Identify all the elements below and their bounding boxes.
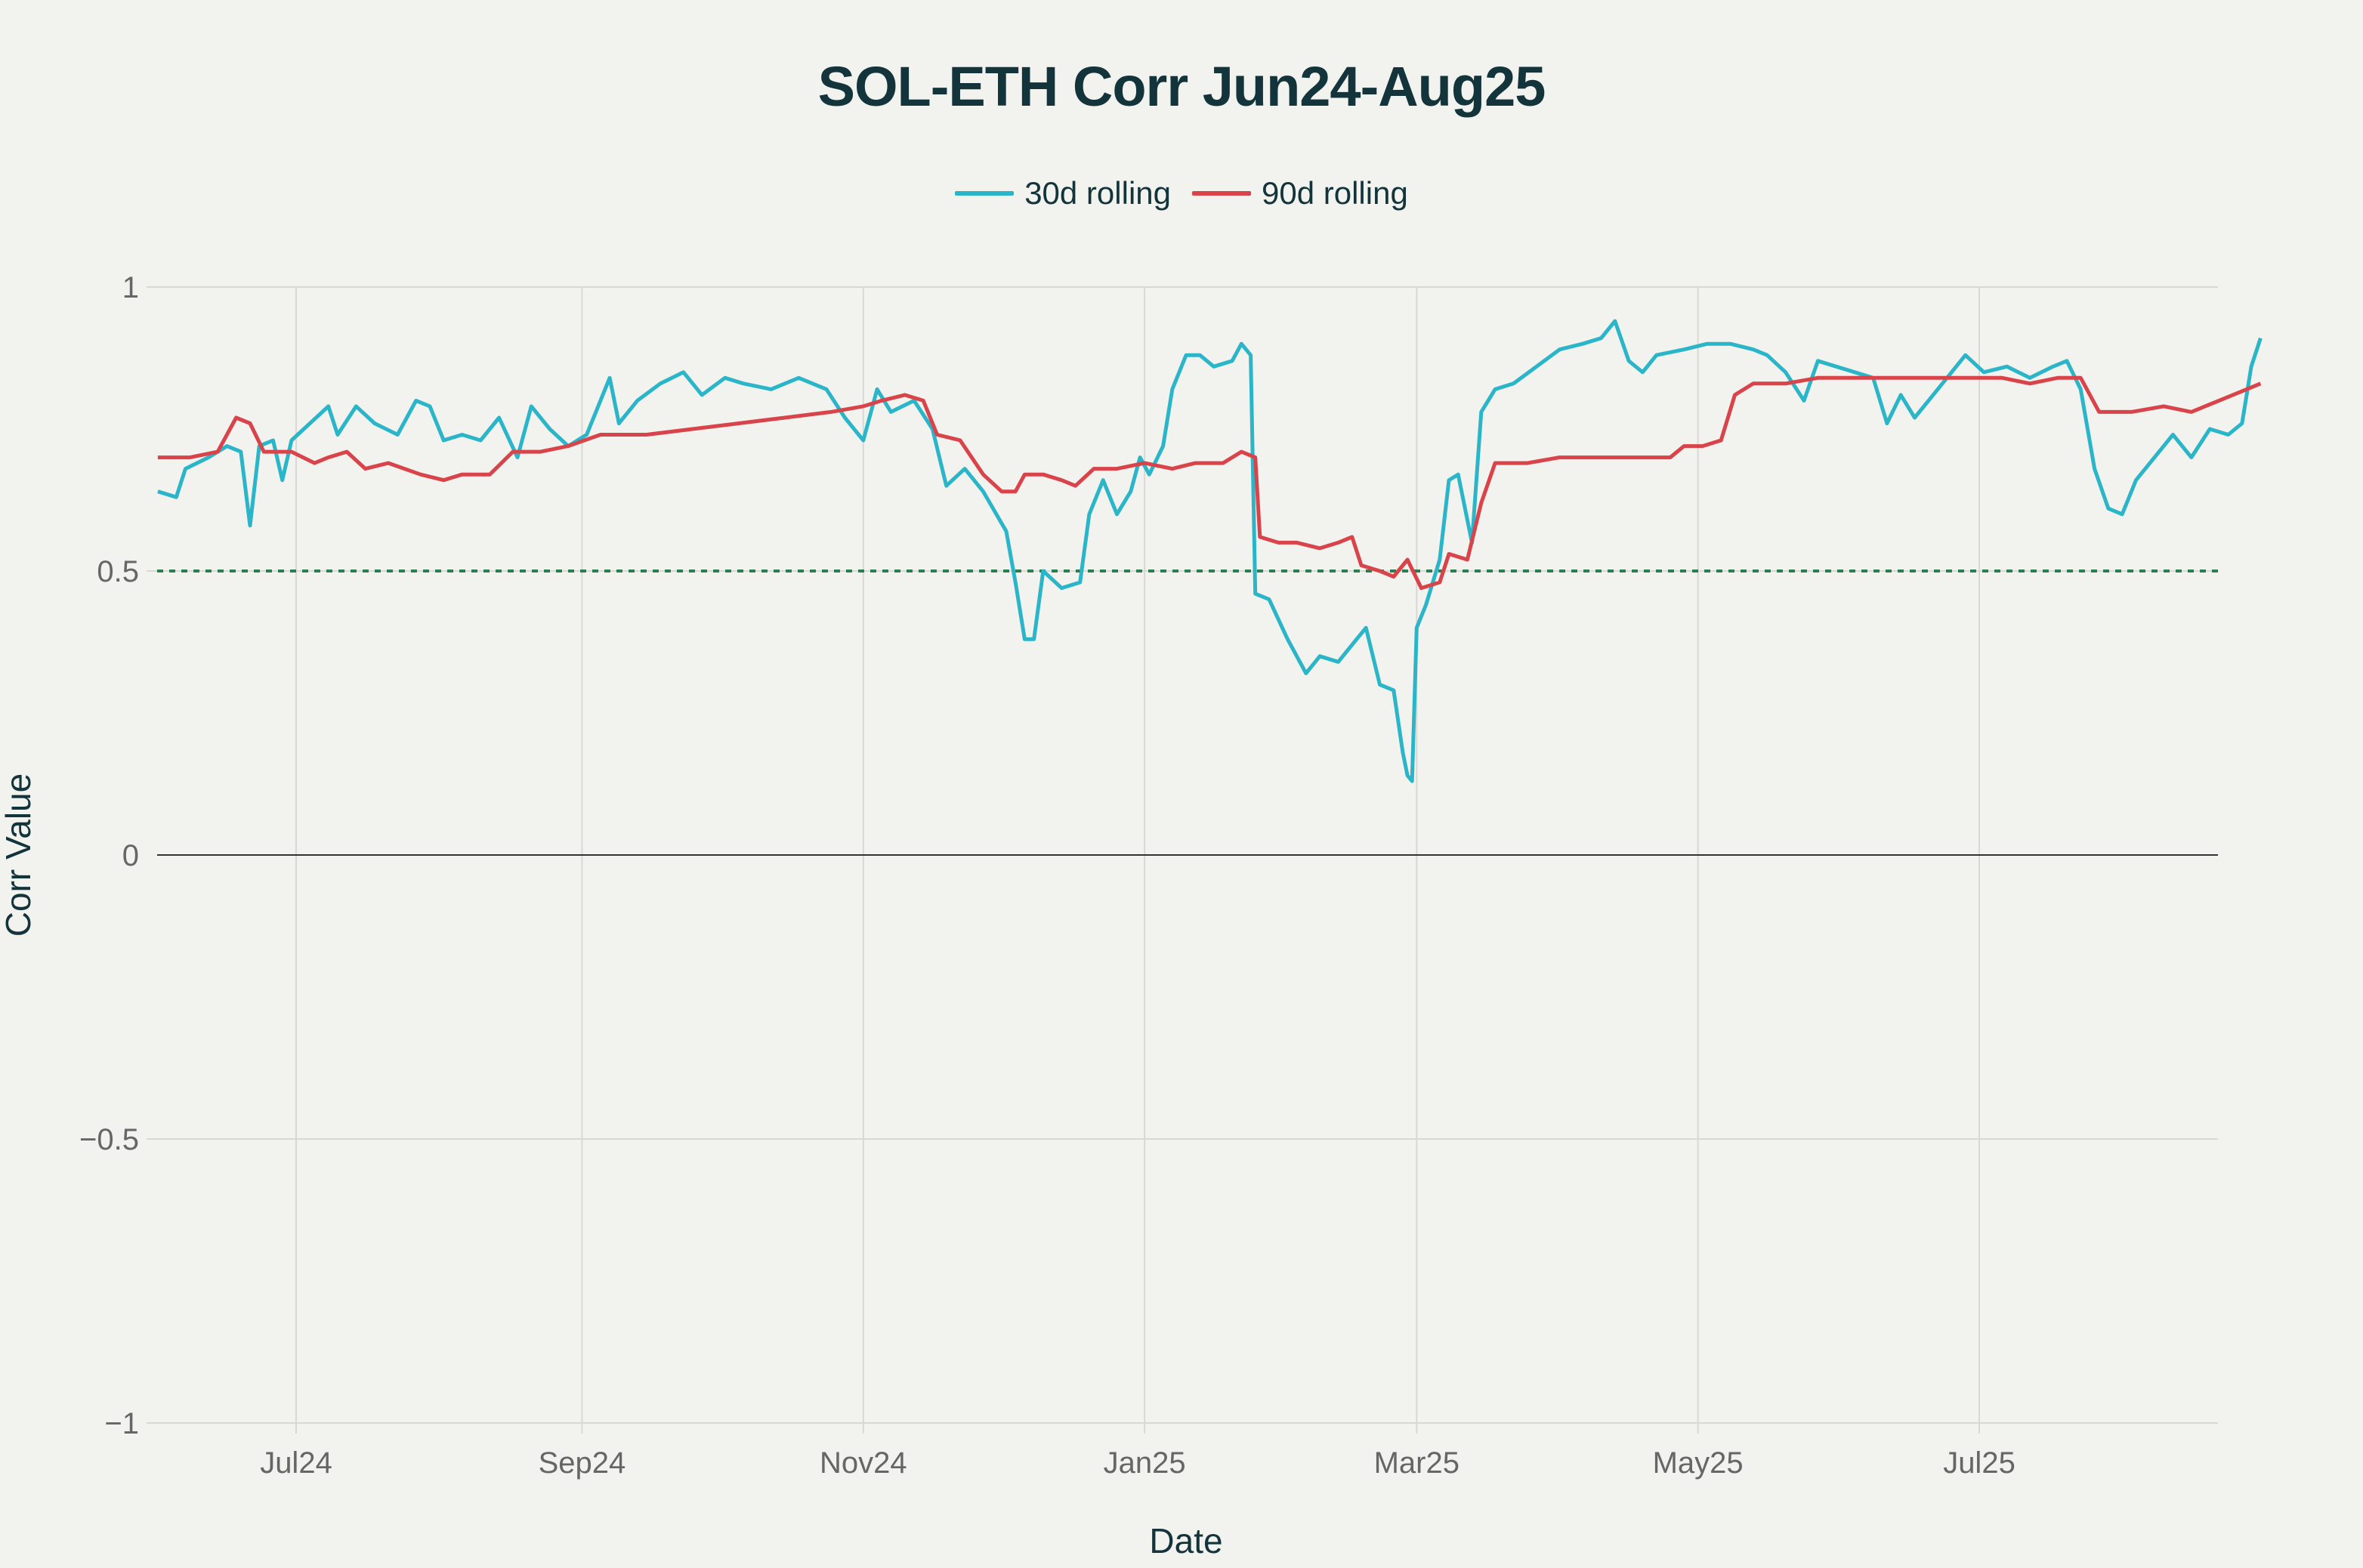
data-series [157, 319, 2263, 783]
y-tick-label: 0 [122, 839, 139, 872]
chart-title: SOL-ETH Corr Jun24-Aug25 [817, 55, 1546, 118]
y-tick-label: −1 [104, 1407, 139, 1440]
x-tick-label: Mar25 [1374, 1446, 1460, 1480]
legend-item-90d[interactable]: 90d rolling [1192, 175, 1408, 211]
y-tick-label: −0.5 [79, 1123, 139, 1156]
x-tick-label: May25 [1653, 1446, 1744, 1480]
x-axis-ticks: Jul24 Sep24 Nov24 Jan25 Mar25 May25 Jul25 [260, 1446, 2016, 1480]
x-tick-label: Nov24 [820, 1446, 907, 1480]
legend-label-90d: 90d rolling [1262, 175, 1408, 211]
y-tick-label: 1 [122, 271, 139, 304]
x-tick-label: Sep24 [539, 1446, 626, 1480]
series-line-90d-rolling [157, 375, 2262, 591]
series-line-30d-rolling [157, 319, 2263, 783]
gridlines [147, 286, 2218, 1434]
y-tick-label: 0.5 [97, 555, 139, 588]
x-tick-label: Jul25 [1943, 1446, 2016, 1480]
x-tick-label: Jan25 [1104, 1446, 1186, 1480]
x-tick-label: Jul24 [260, 1446, 332, 1480]
y-axis-ticks: 1 0.5 0 −0.5 −1 [79, 271, 139, 1440]
y-axis-title: Corr Value [0, 773, 38, 937]
legend-swatch-90d [1192, 191, 1251, 196]
reference-lines [157, 569, 2218, 856]
legend-item-30d[interactable]: 30d rolling [955, 175, 1171, 211]
legend-label-30d: 30d rolling [1024, 175, 1171, 211]
legend-swatch-30d [955, 191, 1015, 196]
x-axis-title: Date [1149, 1521, 1222, 1560]
legend: 30d rolling 90d rolling [0, 175, 2363, 211]
